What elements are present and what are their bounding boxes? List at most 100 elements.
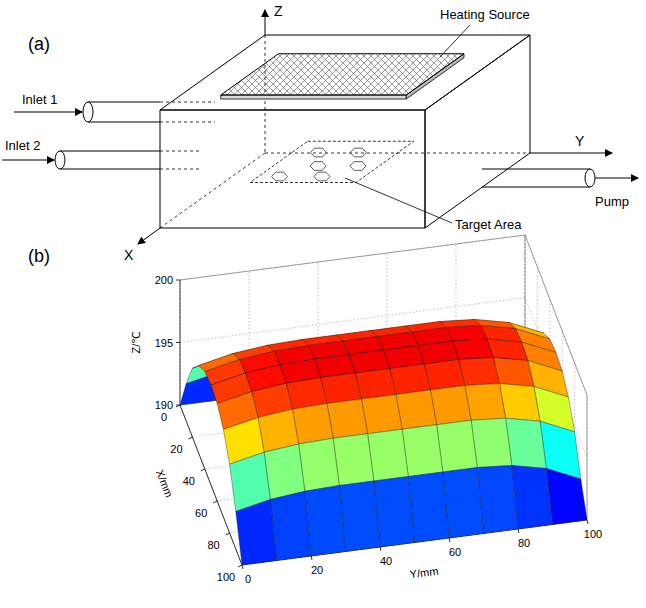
heating-source-edge [221,95,407,99]
pump-label: Pump [595,194,629,209]
panel-label: (a) [28,34,50,54]
surface-cell [396,390,437,429]
surface-cell [459,358,500,386]
line [482,187,590,188]
hexagon [314,172,330,181]
pipe-end [585,169,595,187]
pipe [83,102,215,122]
tick-label: 40 [380,555,392,567]
surface-cell [299,438,340,491]
surface-cell [546,469,587,525]
tick-label: 20 [311,564,323,576]
axis-y [530,153,612,154]
surface-cell [465,384,506,421]
surface-cell [321,373,362,404]
line [60,151,160,152]
pipe [482,169,595,187]
leader [345,178,452,223]
hexagon [350,162,366,171]
target-area [250,141,414,182]
tick [311,556,312,560]
tick [176,405,180,407]
tick [201,469,205,471]
heating-label: Heating Source [440,7,530,22]
target-label: Target Area [455,217,522,232]
line [160,102,215,103]
tick-label: 60 [449,546,461,558]
surface-cell [437,420,478,472]
surface-cell [390,364,431,395]
surface-cell [368,429,409,481]
box-frame [587,395,588,520]
line [88,122,160,123]
surface-cell [339,481,380,552]
surface-cell [236,500,277,566]
hexagon [272,172,288,181]
panel-label: (b) [28,246,50,266]
tick-label: 80 [207,539,219,551]
axis-label: Y [575,133,585,149]
grid-line [587,395,588,520]
tick [188,437,192,439]
tick-label: 195 [155,337,173,349]
surface-cell [327,399,368,438]
hidden-edge [160,153,265,228]
tick-label: 100 [217,571,235,583]
surface-cell [506,418,547,468]
inlet-label: Inlet 1 [22,92,57,107]
tick-label: 20 [170,443,182,455]
surface-cell [471,418,512,467]
panel-b: (b)190195200020406080100020406080100Z/℃X… [28,235,602,585]
surface-cell [292,404,333,445]
surface-cell [453,339,494,360]
panel-a: (a)ZXYInlet 1Inlet 2PumpHeating SourceTa… [2,3,638,263]
tick [380,547,381,551]
line [160,169,200,170]
surface-cell [355,369,396,400]
box-top [160,35,530,110]
tick [238,565,242,567]
pipe-end [55,151,65,169]
arrow [595,178,638,179]
grid [180,235,587,565]
tick [213,501,217,503]
axis-title: X/mm [154,468,176,499]
axis-x [138,228,160,244]
line [60,169,160,170]
axis-label: X [124,247,134,263]
inlet-label: Inlet 2 [5,138,40,153]
box-front [160,110,425,228]
tick [587,520,588,524]
surface-cell [477,466,518,534]
box-frame [180,235,525,280]
tick [449,538,450,542]
surface-cell [270,491,311,560]
leader [440,25,470,57]
surface-cell [443,468,484,539]
tick-label: 60 [195,507,207,519]
line [482,169,590,170]
line [160,122,215,123]
hexagon [350,148,366,157]
surface-cell [333,434,374,486]
tick-label: 0 [161,411,167,423]
tick-label: 0 [245,573,251,585]
hexagon [310,162,326,171]
surface-cell [361,395,402,434]
surface [180,320,587,566]
axis-title: Y/mm [409,565,439,581]
heating-source [221,54,464,95]
tick [176,280,180,281]
surface-cell [305,486,346,557]
axis-z [265,10,266,35]
surface-cell [264,444,305,500]
tick-label: 190 [155,399,173,411]
surface-cell [424,360,465,391]
tick [242,565,243,569]
hexagon [311,148,327,157]
tick-label: 80 [518,537,530,549]
line [160,151,200,152]
grid-line [180,298,525,343]
surface-cell [446,326,487,342]
figure: (a)ZXYInlet 1Inlet 2PumpHeating SourceTa… [0,0,646,608]
